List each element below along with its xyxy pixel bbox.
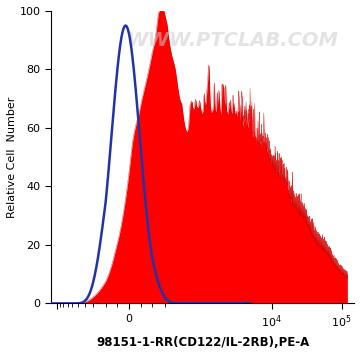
Text: WWW.PTCLAB.COM: WWW.PTCLAB.COM bbox=[127, 31, 339, 50]
X-axis label: 98151-1-RR(CD122/IL-2RB),PE-A: 98151-1-RR(CD122/IL-2RB),PE-A bbox=[96, 336, 309, 349]
Y-axis label: Relative Cell  Number: Relative Cell Number bbox=[7, 96, 17, 218]
